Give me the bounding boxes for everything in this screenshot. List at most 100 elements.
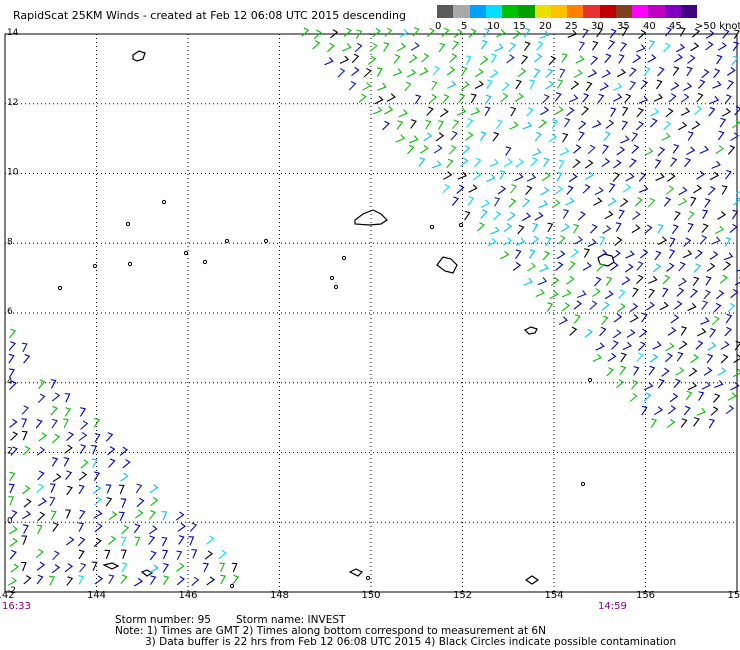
legend-color-swatch	[664, 5, 681, 18]
wind-barb	[362, 81, 372, 91]
wind-barb	[161, 536, 168, 547]
wind-barb	[423, 132, 433, 142]
island-dot	[429, 224, 435, 230]
wind-barb	[337, 68, 346, 78]
wind-barb	[407, 144, 415, 155]
wind-barb	[557, 235, 566, 245]
wind-barb	[419, 67, 429, 76]
legend-color-swatch	[632, 5, 649, 18]
wind-barb	[79, 407, 87, 417]
wind-barb	[468, 184, 478, 193]
wind-barb	[354, 42, 363, 53]
legend-color-swatch	[502, 5, 519, 18]
wind-barb	[570, 248, 580, 258]
wind-barb	[176, 550, 183, 561]
wind-barb	[22, 445, 31, 456]
wind-barb	[665, 352, 673, 363]
wind-barb	[451, 119, 460, 129]
wind-barb	[542, 250, 550, 261]
wind-barb	[10, 431, 19, 441]
legend-color-swatch	[550, 5, 567, 18]
wind-barb	[468, 28, 477, 38]
island-outline	[102, 562, 120, 570]
wind-barb	[23, 498, 32, 508]
wind-barb	[414, 94, 422, 105]
wind-barb	[351, 53, 360, 64]
wind-barb	[503, 222, 513, 233]
wind-barb	[51, 564, 61, 574]
wind-barb	[382, 120, 390, 131]
wind-barb	[607, 39, 616, 50]
wind-barb	[599, 236, 606, 246]
wind-barb	[597, 93, 605, 104]
wind-barb	[613, 93, 623, 102]
wind-barb	[704, 198, 711, 208]
legend-color-swatch	[437, 5, 454, 18]
legend-color-swatch	[485, 5, 502, 18]
wind-barb	[670, 81, 680, 91]
wind-barb	[517, 67, 527, 77]
wind-barb	[407, 68, 417, 78]
wind-barb	[313, 29, 322, 40]
wind-barb	[672, 143, 680, 154]
wind-barb	[419, 144, 429, 154]
wind-barb	[494, 43, 504, 52]
wind-barb	[678, 261, 686, 272]
wind-barb	[384, 27, 393, 37]
wind-barb	[592, 353, 602, 362]
wind-barb	[119, 446, 129, 456]
wind-barb	[554, 92, 562, 102]
wind-barb	[684, 157, 692, 168]
island-outline	[348, 568, 364, 577]
wind-barb	[612, 249, 621, 259]
wind-barb	[644, 224, 653, 234]
wind-barb	[470, 107, 481, 116]
wind-barb	[36, 446, 46, 456]
wind-barb	[439, 108, 449, 118]
wind-barb	[446, 158, 454, 169]
wind-barb	[685, 390, 693, 401]
island-dot	[202, 259, 208, 265]
wind-barb	[66, 485, 73, 496]
wind-barb	[582, 184, 591, 194]
island-dot	[183, 250, 189, 256]
storm-name: Storm name: INVEST	[236, 614, 346, 626]
wind-barb	[542, 94, 550, 104]
wind-barb	[631, 132, 639, 142]
wind-barb	[618, 209, 625, 220]
wind-barb	[640, 249, 649, 259]
wind-barb	[698, 391, 705, 401]
wind-barb	[720, 354, 729, 364]
wind-barb	[9, 549, 17, 560]
wind-barb	[324, 57, 334, 66]
wind-barb	[120, 472, 129, 482]
wind-barb	[49, 496, 56, 507]
wind-barb	[638, 29, 647, 39]
wind-barb	[724, 326, 732, 337]
legend-color-swatch	[469, 5, 486, 18]
wind-barb	[635, 121, 644, 131]
wind-barb	[462, 145, 471, 155]
wind-barb	[695, 340, 704, 350]
wind-barb	[384, 105, 394, 115]
wind-barb	[733, 354, 740, 364]
wind-barb	[609, 28, 617, 39]
wind-barb	[648, 275, 658, 284]
wind-barb	[219, 562, 226, 572]
wind-barb	[721, 108, 731, 117]
wind-barb	[673, 53, 683, 63]
start-time-label: 16:33	[2, 601, 31, 612]
wind-barb	[736, 269, 740, 272]
island-outline	[436, 256, 458, 274]
legend-tick-label: 40	[643, 21, 656, 32]
wind-barb	[604, 210, 614, 220]
wind-barb	[499, 170, 506, 180]
wind-barb	[457, 171, 467, 180]
wind-barb	[663, 42, 671, 53]
wind-barb	[562, 132, 569, 143]
wind-barb	[136, 497, 145, 508]
wind-barb	[670, 314, 680, 324]
legend-tick-label: 15	[513, 21, 526, 32]
wind-barb	[120, 549, 127, 559]
wind-barb	[567, 29, 578, 38]
